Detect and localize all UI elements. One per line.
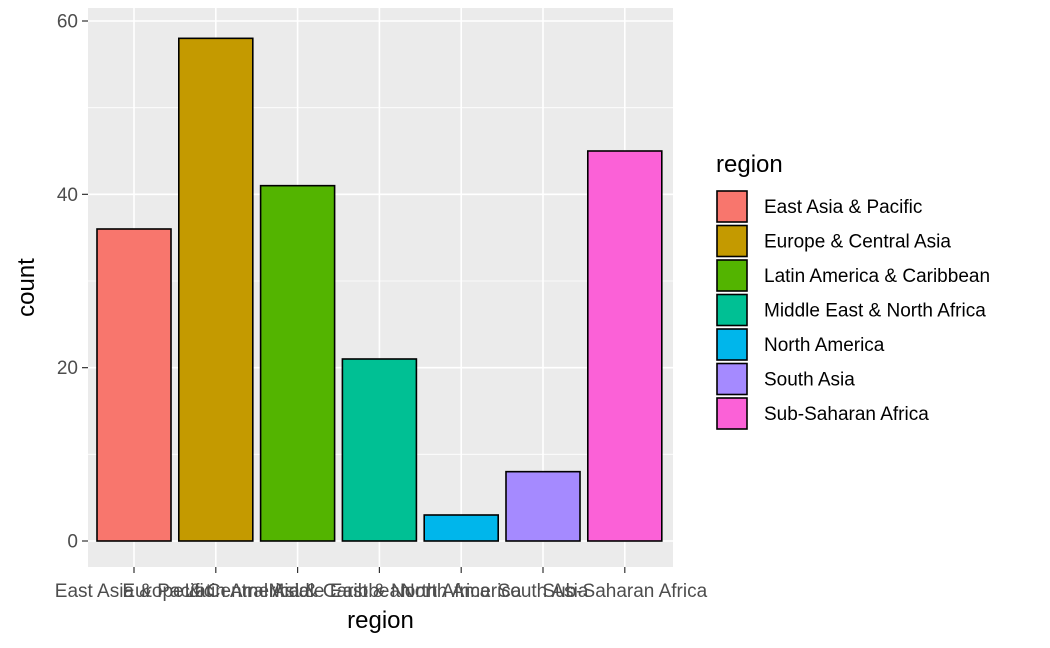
legend-label: Sub-Saharan Africa (764, 404, 929, 425)
legend-label: South Asia (764, 370, 855, 391)
x-tick-label: South Asia (498, 581, 589, 602)
y-tick-label: 20 (57, 358, 78, 379)
y-tick-label: 0 (67, 532, 78, 553)
bar (423, 514, 500, 542)
legend-title: region (716, 151, 783, 178)
bar (586, 150, 663, 542)
bar (505, 470, 581, 542)
legend-label: East Asia & Pacific (764, 197, 922, 218)
legend-key (716, 397, 748, 430)
y-axis-title: count (13, 258, 40, 317)
x-tick-label: Middle East & North Africa (269, 581, 491, 602)
x-tick-label: East Asia & Pacific (55, 581, 213, 602)
bar (96, 228, 172, 542)
bars (96, 37, 663, 542)
y-axis: 0 20 40 60 (57, 12, 88, 553)
y-tick-label: 40 (57, 185, 78, 206)
legend-key (716, 190, 748, 223)
x-tick-label: Latin America & Caribbean (185, 581, 411, 602)
legend-label: Latin America & Caribbean (764, 266, 990, 287)
x-tick-label: North America (401, 581, 522, 602)
x-tick-label: Europe & Central Asia (122, 581, 309, 602)
legend-key (716, 224, 748, 258)
bar (259, 184, 336, 542)
legend-key (716, 293, 748, 327)
x-axis-title: region (347, 607, 414, 634)
y-tick-label: 60 (57, 12, 78, 33)
bar (341, 358, 418, 542)
legend-key (716, 362, 748, 396)
legend: region East Asia & Pacific Europe & Centr… (716, 151, 990, 430)
legend-label: North America (764, 335, 885, 356)
legend-key (716, 328, 748, 361)
x-tick-label: Sub-Saharan Africa (542, 581, 707, 602)
bar (178, 37, 254, 542)
legend-label: Middle East & North Africa (764, 301, 986, 322)
legend-key (716, 259, 748, 292)
legend-label: Europe & Central Asia (764, 232, 951, 253)
